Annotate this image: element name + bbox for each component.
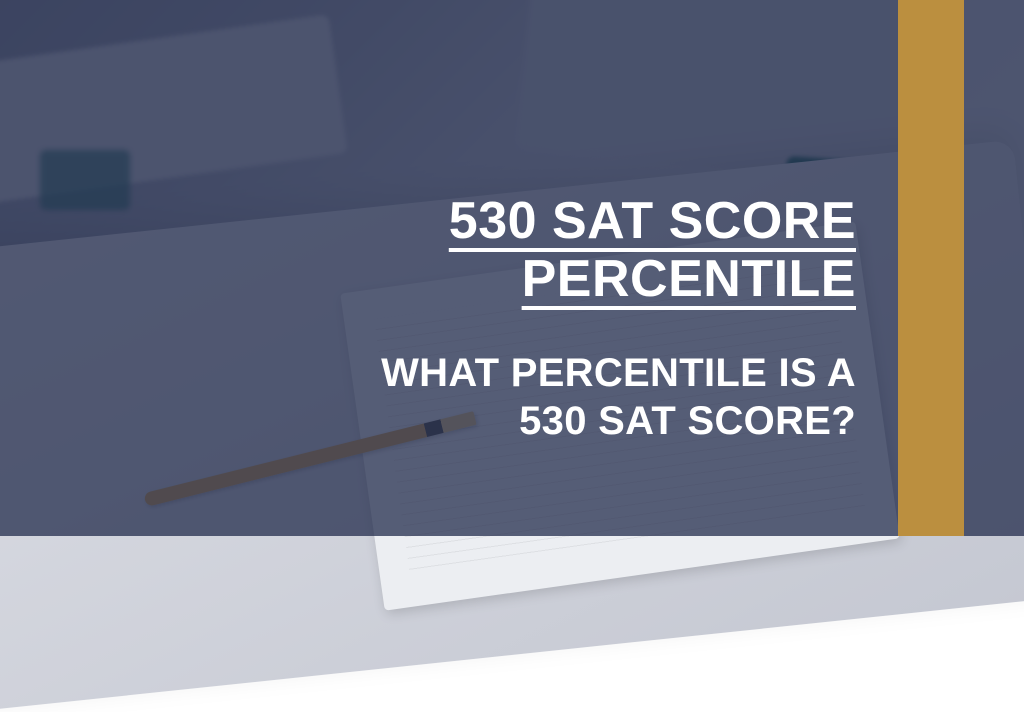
subtitle-line-2: 530 SAT SCORE? (519, 399, 856, 443)
subtitle: WHAT PERCENTILE IS A 530 SAT SCORE? (176, 350, 856, 444)
title-line-2: PERCENTILE (522, 250, 856, 308)
headline-block: 530 SAT SCORE PERCENTILE WHAT PERCENTILE… (176, 192, 856, 445)
title: 530 SAT SCORE PERCENTILE (176, 192, 856, 308)
title-line-1: 530 SAT SCORE (449, 192, 856, 250)
accent-bar (898, 0, 964, 536)
subtitle-line-1: WHAT PERCENTILE IS A (381, 351, 856, 395)
